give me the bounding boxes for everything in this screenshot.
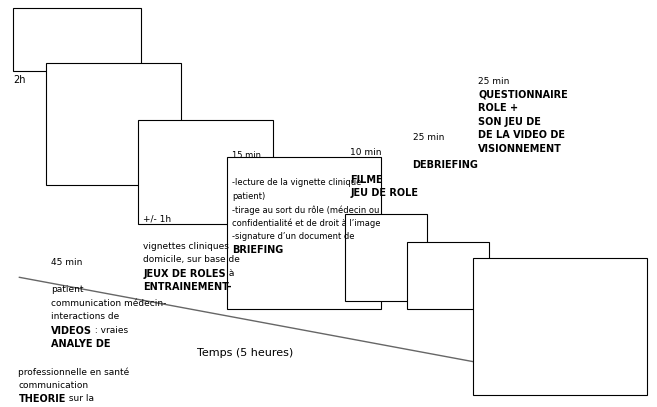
Bar: [407, 242, 489, 309]
Text: communication médecin-: communication médecin-: [51, 299, 167, 308]
Bar: [46, 63, 181, 185]
Text: DEBRIEFING: DEBRIEFING: [413, 160, 478, 170]
Text: QUESTIONNAIRE: QUESTIONNAIRE: [478, 90, 568, 100]
Text: professionnelle en santé: professionnelle en santé: [18, 367, 129, 376]
Text: JEUX DE ROLES: JEUX DE ROLES: [143, 269, 226, 279]
Text: SON JEU DE: SON JEU DE: [478, 117, 541, 127]
Text: ANALYE DE: ANALYE DE: [51, 339, 111, 349]
Text: sur la: sur la: [66, 394, 94, 403]
Text: DE LA VIDEO DE: DE LA VIDEO DE: [478, 130, 565, 140]
Text: patient: patient: [51, 285, 83, 294]
Bar: [13, 8, 141, 71]
Text: VISIONNEMENT: VISIONNEMENT: [478, 144, 562, 154]
Text: patient): patient): [232, 192, 265, 201]
Text: ENTRAINEMENT-: ENTRAINEMENT-: [143, 282, 232, 292]
Text: Temps (5 heures): Temps (5 heures): [197, 348, 293, 358]
Text: 15 min: 15 min: [232, 151, 261, 160]
Text: JEU DE ROLE: JEU DE ROLE: [350, 188, 419, 199]
Text: 25 min: 25 min: [478, 77, 510, 85]
Text: 10 min: 10 min: [350, 148, 382, 157]
Text: +/- 1h: +/- 1h: [143, 215, 171, 224]
Text: communication: communication: [18, 381, 89, 389]
Bar: [138, 120, 273, 224]
Text: ROLE +: ROLE +: [478, 103, 518, 114]
Text: interactions de: interactions de: [51, 312, 120, 321]
Text: 25 min: 25 min: [413, 133, 444, 142]
Text: BRIEFING: BRIEFING: [232, 245, 283, 256]
Text: confidentialité et de droit à l’image: confidentialité et de droit à l’image: [232, 219, 380, 228]
Text: FILME: FILME: [350, 175, 383, 185]
Text: 45 min: 45 min: [51, 258, 83, 267]
Bar: [227, 157, 381, 309]
Text: -lecture de la vignette clinique: -lecture de la vignette clinique: [232, 178, 361, 187]
Text: 2h: 2h: [13, 75, 26, 85]
Text: domicile, sur base de: domicile, sur base de: [143, 255, 240, 264]
Bar: [473, 258, 647, 395]
Text: -tirage au sort du rôle (médecin ou: -tirage au sort du rôle (médecin ou: [232, 205, 379, 214]
Text: vignettes cliniques: vignettes cliniques: [143, 242, 229, 251]
Text: à: à: [226, 269, 235, 278]
Text: THEORIE: THEORIE: [18, 394, 66, 404]
Text: : vraies: : vraies: [92, 326, 128, 335]
Bar: [345, 214, 427, 301]
Text: -signature d’un document de: -signature d’un document de: [232, 232, 354, 241]
Text: VIDEOS: VIDEOS: [51, 326, 92, 336]
